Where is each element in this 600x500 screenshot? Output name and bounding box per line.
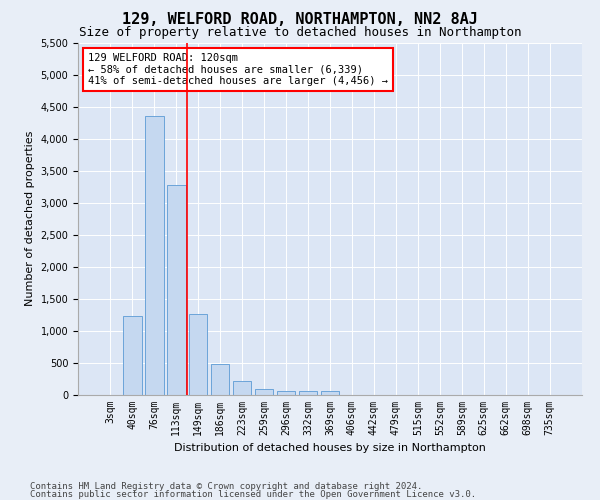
Bar <box>123 316 142 395</box>
Text: Contains HM Land Registry data © Crown copyright and database right 2024.: Contains HM Land Registry data © Crown c… <box>30 482 422 491</box>
Bar <box>189 314 208 395</box>
Text: 129 WELFORD ROAD: 120sqm
← 58% of detached houses are smaller (6,339)
41% of sem: 129 WELFORD ROAD: 120sqm ← 58% of detach… <box>88 53 388 86</box>
Text: Contains public sector information licensed under the Open Government Licence v3: Contains public sector information licen… <box>30 490 476 499</box>
Y-axis label: Number of detached properties: Number of detached properties <box>25 131 35 306</box>
Bar <box>255 389 274 395</box>
Bar <box>299 392 317 395</box>
Bar <box>320 392 340 395</box>
Text: 129, WELFORD ROAD, NORTHAMPTON, NN2 8AJ: 129, WELFORD ROAD, NORTHAMPTON, NN2 8AJ <box>122 12 478 28</box>
Bar <box>277 392 295 395</box>
Bar <box>167 185 185 395</box>
Bar <box>211 364 229 395</box>
Bar <box>145 116 164 395</box>
Bar <box>233 381 251 395</box>
Text: Size of property relative to detached houses in Northampton: Size of property relative to detached ho… <box>79 26 521 39</box>
X-axis label: Distribution of detached houses by size in Northampton: Distribution of detached houses by size … <box>174 444 486 454</box>
